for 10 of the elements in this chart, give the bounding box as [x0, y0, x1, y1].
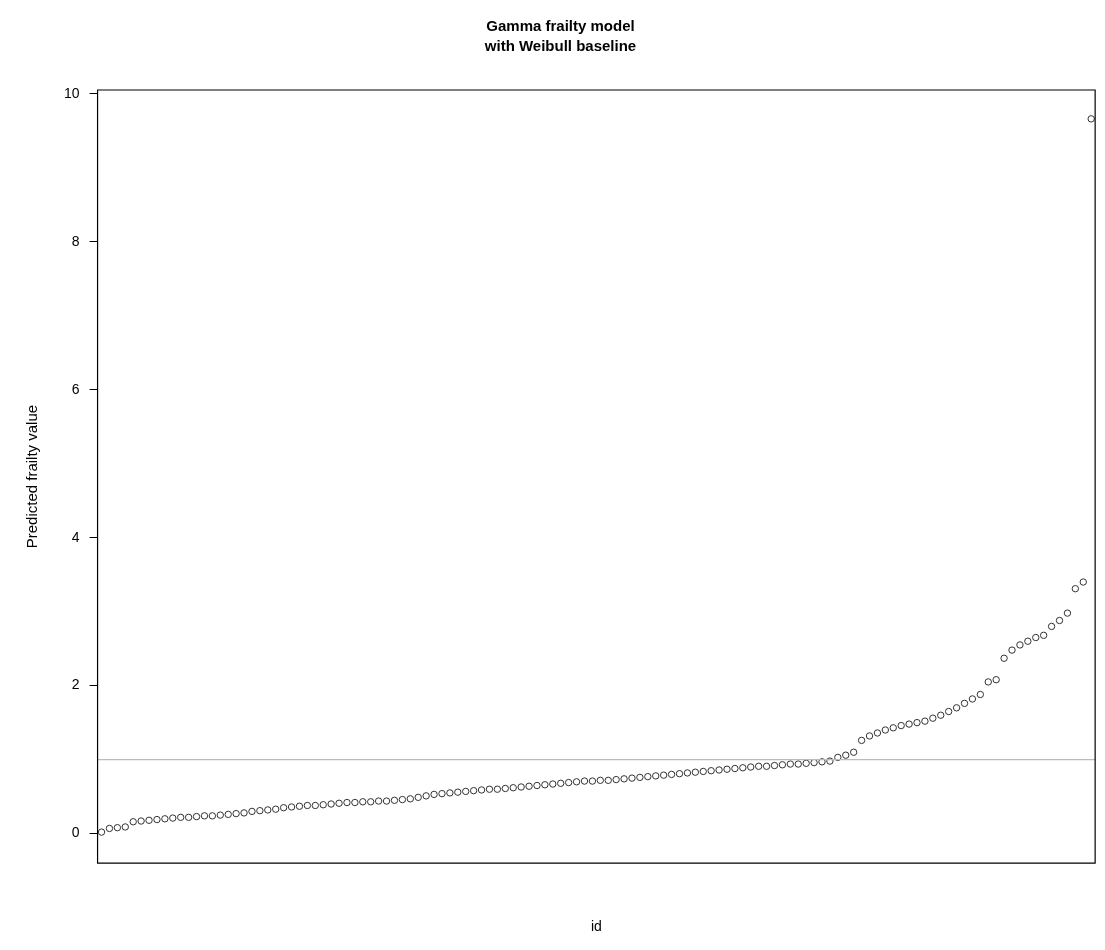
- chart-subtitle: with Weibull baseline: [483, 37, 637, 55]
- y-tick-label: 6: [71, 380, 80, 397]
- y-tick-label: 4: [71, 528, 80, 545]
- x-axis-title: id: [590, 918, 602, 935]
- y-tick-label: 10: [63, 84, 80, 101]
- y-tick-label: 8: [71, 232, 80, 249]
- y-tick-label: 2: [71, 676, 80, 693]
- y-axis-title: Predicted frailty value: [23, 404, 41, 549]
- y-tick-label: 0: [71, 824, 80, 841]
- chart-title: Gamma frailty model: [486, 17, 635, 35]
